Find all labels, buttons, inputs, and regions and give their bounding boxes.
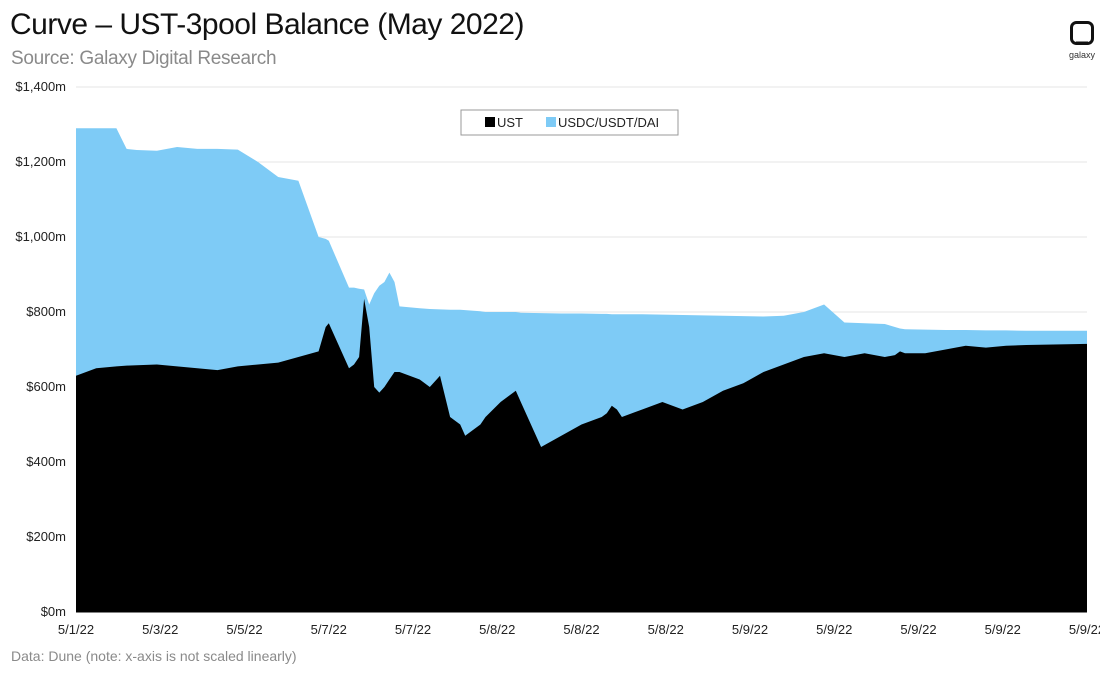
series-area-ust [76,298,1087,612]
logo-text: galaxy [1068,50,1095,60]
galaxy-logo: galaxy [1060,20,1100,60]
x-tick-label: 5/3/22 [142,622,178,637]
x-axis-ticks: 5/1/22 5/3/22 5/5/22 5/7/22 5/7/22 5/8/22 5/8/… [58,622,1100,637]
x-tick-label: 5/9/22 [732,622,768,637]
legend: UST USDC/USDT/DAI [460,109,679,136]
x-tick-label: 5/7/22 [311,622,347,637]
legend-swatch-3pool [546,117,556,127]
legend-label-3pool: USDC/USDT/DAI [558,115,659,130]
x-tick-label: 5/1/22 [58,622,94,637]
x-tick-label: 5/5/22 [226,622,262,637]
legend-box [460,109,679,136]
y-tick-label: $800m [26,304,66,319]
x-tick-label: 5/8/22 [479,622,515,637]
x-tick-label: 5/8/22 [563,622,599,637]
y-tick-label: $0m [41,604,66,619]
legend-label-ust: UST [497,115,523,130]
x-tick-label: 5/8/22 [648,622,684,637]
chart-title: Curve – UST-3pool Balance (May 2022) [10,8,524,41]
y-tick-label: $1,000m [15,229,66,244]
y-axis-ticks: $0m $200m $400m $600m $800m $1,000m $1,200m $1,… [15,79,66,619]
x-tick-label: 5/9/22 [1069,622,1100,637]
galaxy-logo-icon [1070,21,1094,45]
x-tick-label: 5/9/22 [900,622,936,637]
chart-subtitle: Source: Galaxy Digital Research [11,48,277,69]
y-tick-label: $400m [26,454,66,469]
y-tick-label: $1,200m [15,154,66,169]
x-tick-label: 5/9/22 [985,622,1021,637]
y-tick-label: $200m [26,529,66,544]
legend-swatch-ust [485,117,495,127]
y-tick-label: $600m [26,379,66,394]
chart-areas [76,128,1087,613]
x-tick-label: 5/7/22 [395,622,431,637]
x-tick-label: 5/9/22 [816,622,852,637]
y-tick-label: $1,400m [15,79,66,94]
footnote: Data: Dune (note: x-axis is not scaled l… [11,648,297,664]
